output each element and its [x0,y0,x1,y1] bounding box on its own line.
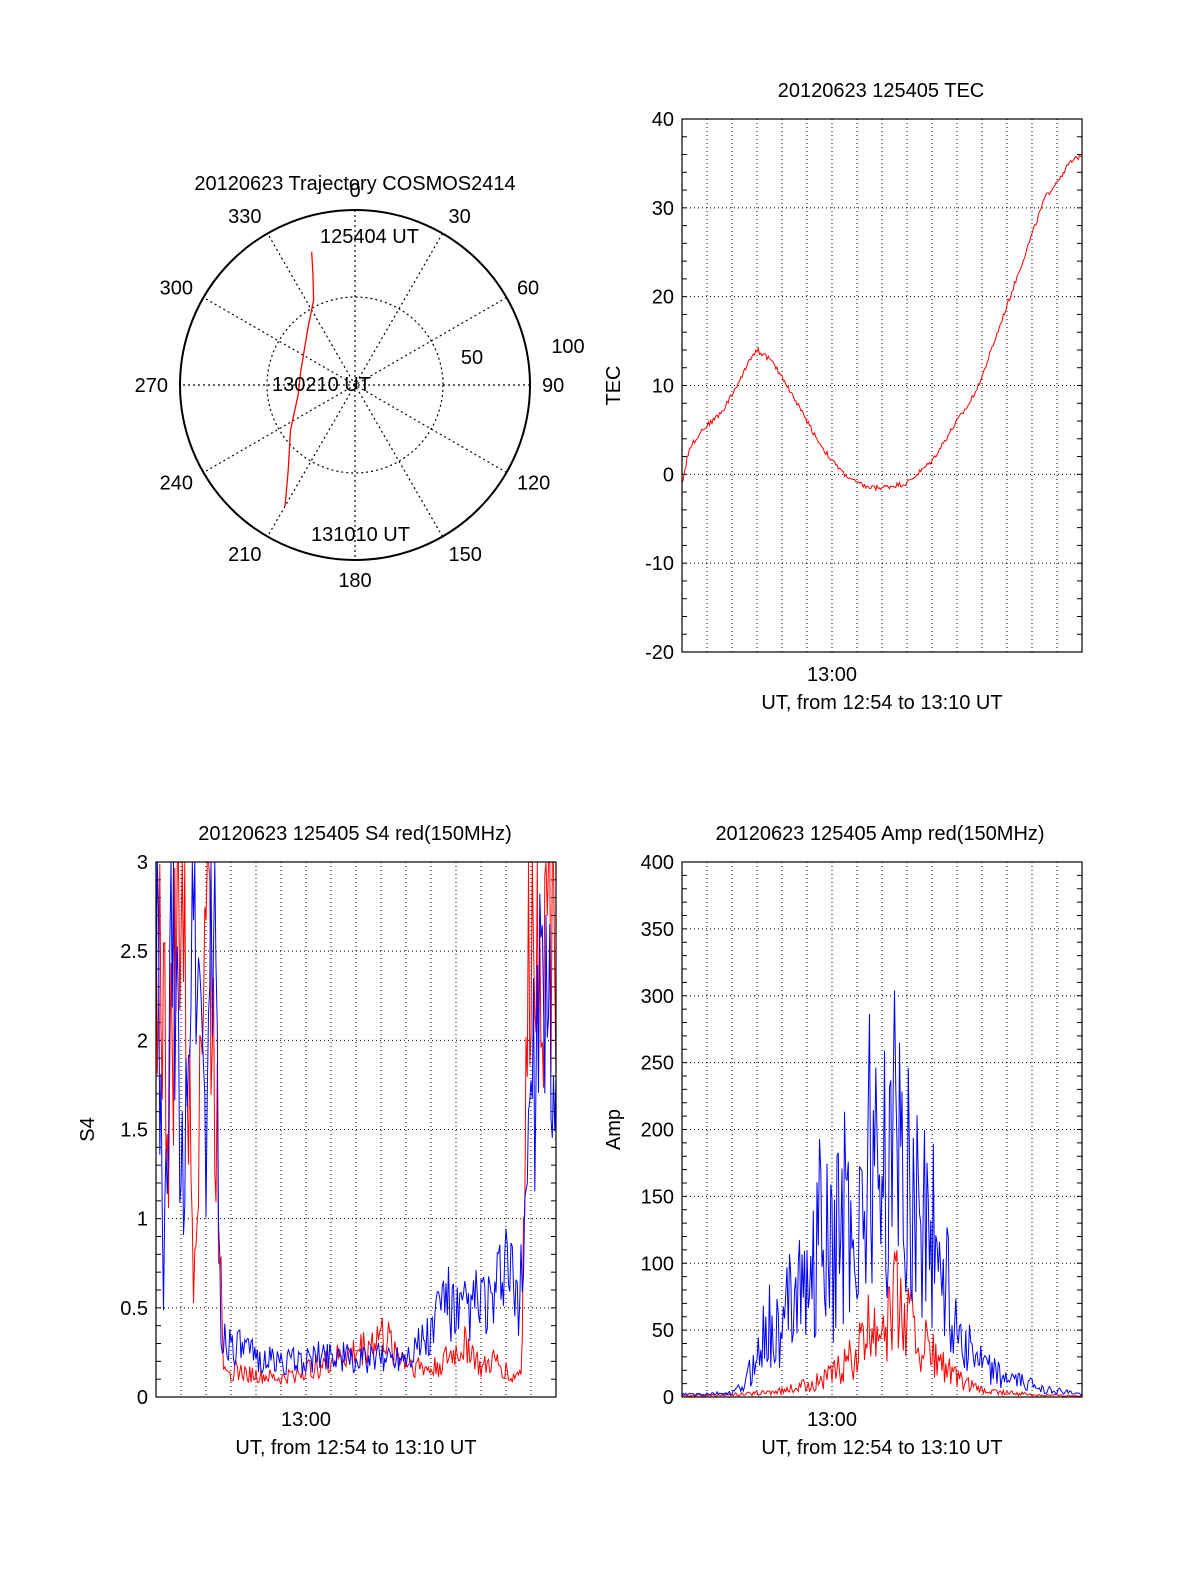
series-line [681,990,1083,1397]
y-tick-labels: -20 -10 0 10 20 30 40 [645,109,674,664]
y-tick-label: 0 [663,1387,674,1409]
y-tick-label: 0 [137,1387,148,1409]
y-tick-label: 20 [652,287,674,309]
y-tick-label: 150 [641,1186,674,1208]
y-tick-label: 10 [652,376,674,398]
y-tick-label: 30 [652,198,674,220]
polar-spoke [266,233,444,537]
azimuth-label: 330 [228,206,261,228]
series-line [681,154,1083,493]
y-tick-labels: 0 50 100 150 200 250 300 350 400 [641,852,674,1409]
y-tick-label: 400 [641,852,674,874]
trajectory-track [284,251,315,507]
azimuth-label: 0 [349,180,360,202]
y-tick-label: 350 [641,919,674,941]
y-tick-label: 3 [137,852,148,874]
azimuth-label: 60 [517,278,539,300]
amp-plot: 20120623 125405 Amp red(150MHz) 0 50 100 15… [603,823,1083,1459]
y-axis-label: Amp [603,1109,625,1150]
y-tick-label: 2 [137,1030,148,1052]
series-line [681,1249,1083,1397]
chart-title: 20120623 125405 TEC [778,80,984,102]
plot-grid [682,118,1082,653]
azimuth-label: 300 [160,278,193,300]
x-axis-label: UT, from 12:54 to 13:10 UT [761,692,1002,714]
y-tick-label: -10 [645,553,674,575]
trajectory-start-label: 125404 UT [320,226,419,248]
x-tick-label: 13:00 [281,1409,331,1431]
radial-label-100: 100 [551,336,584,358]
y-tick-label: 40 [652,109,674,131]
azimuth-label: 210 [228,544,261,566]
azimuth-label: 270 [135,375,168,397]
chart-title: 20120623 125405 S4 red(150MHz) [198,823,512,845]
y-tick-label: 2.5 [120,941,148,963]
azimuth-label: 90 [542,375,564,397]
trajectory-end-label: 131010 UT [311,524,410,546]
series-line [155,861,557,1376]
plot-series [681,154,1083,493]
chart-title: 20120623 125405 Amp red(150MHz) [715,823,1044,845]
x-tick-label: 13:00 [807,664,857,686]
azimuth-label: 240 [160,473,193,495]
plot-series [681,990,1083,1397]
azimuth-label: 30 [449,206,471,228]
trajectory-mid-label: 130210 UT [272,374,371,396]
plot-grid [682,861,1082,1398]
azimuth-labels: 0 30 60 90 120 150 180 210 240 270 300 330 [135,180,565,592]
y-axis-label: TEC [603,366,625,406]
chart-title: 20120623 Trajectory COSMOS2414 [194,173,515,195]
y-tick-labels: 0 0.5 1 1.5 2 2.5 3 [120,852,148,1409]
y-tick-label: 100 [641,1253,674,1275]
y-tick-label: 1.5 [120,1120,148,1142]
plot-frame [155,861,557,1398]
radial-label-50: 50 [461,347,483,369]
y-tick-label: 1 [137,1209,148,1231]
plot-frame [681,861,1083,1398]
y-tick-label: 0 [663,464,674,486]
s4-plot: 20120623 125405 S4 red(150MHz) 0 0.5 1 1.5 2… [77,823,557,1459]
y-axis-label: S4 [77,1117,99,1141]
plot-frame [681,118,1083,653]
azimuth-label: 120 [517,473,550,495]
polar-trajectory-plot: 20120623 Trajectory COSMOS2414 0 30 60 90 12… [135,173,585,592]
x-tick-label: 13:00 [807,1409,857,1431]
polar-spokes [180,210,530,560]
y-tick-label: -20 [645,642,674,664]
tec-plot: 20120623 125405 TEC -20 -10 0 10 20 30 40 13:0… [603,80,1083,714]
x-axis-label: UT, from 12:54 to 13:10 UT [235,1437,476,1459]
y-tick-label: 50 [652,1320,674,1342]
y-tick-label: 300 [641,986,674,1008]
y-tick-label: 200 [641,1120,674,1142]
x-axis-label: UT, from 12:54 to 13:10 UT [761,1437,1002,1459]
plot-series [155,861,557,1385]
y-tick-label: 0.5 [120,1298,148,1320]
azimuth-label: 180 [338,570,371,592]
y-tick-label: 250 [641,1053,674,1075]
azimuth-label: 150 [449,544,482,566]
series-line [155,861,557,1385]
